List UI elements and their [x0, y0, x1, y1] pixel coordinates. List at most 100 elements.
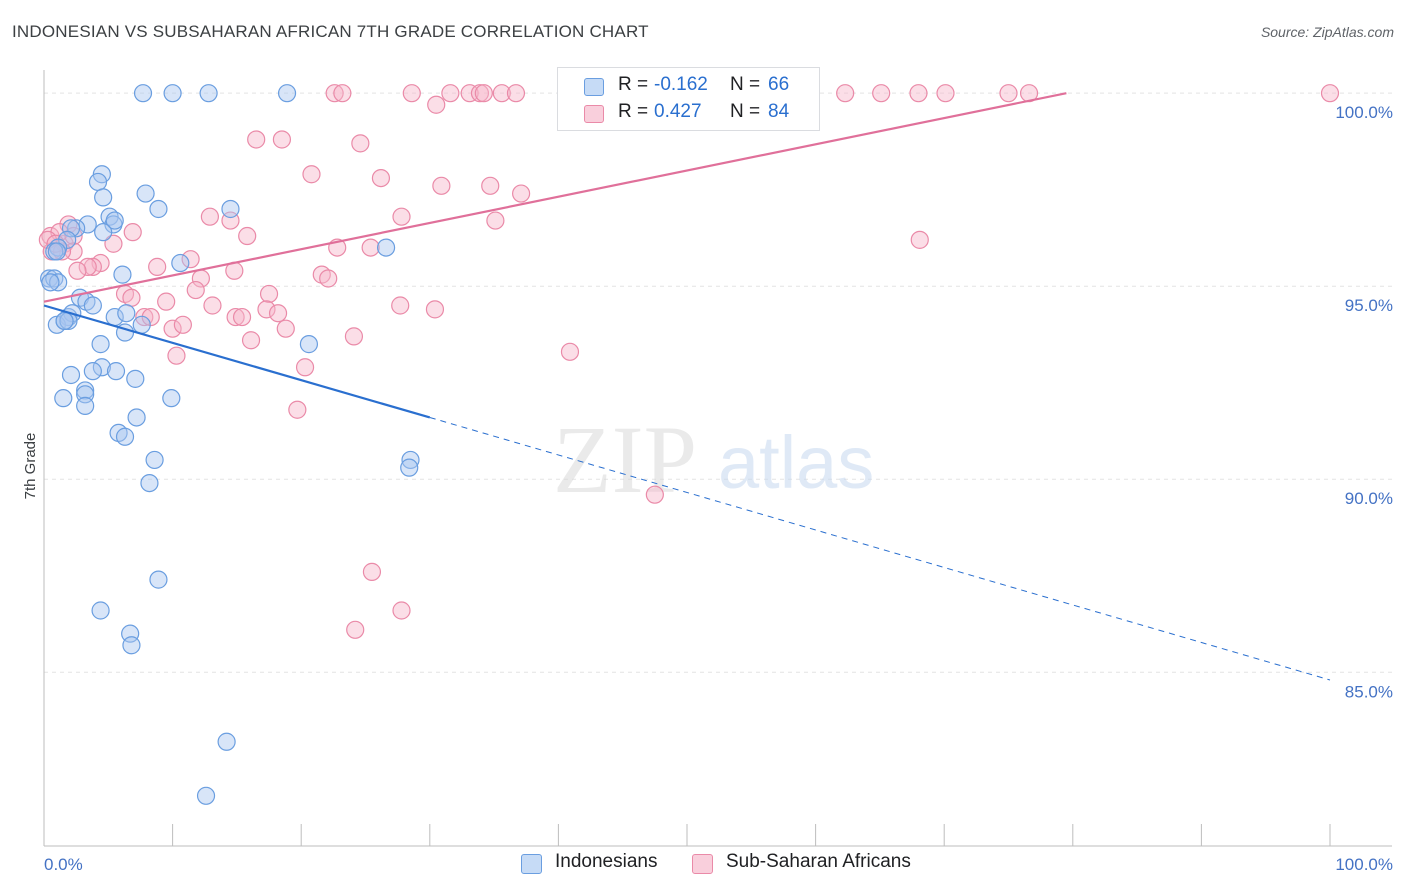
n-key: N = — [730, 101, 761, 122]
n-key: N = — [730, 74, 761, 95]
grid-lines — [44, 92, 1392, 673]
data-point — [61, 219, 81, 238]
data-point — [163, 319, 182, 338]
data-point — [277, 84, 297, 103]
data-point — [94, 223, 113, 242]
data-point — [149, 570, 168, 589]
data-point — [122, 636, 141, 655]
data-point — [333, 84, 352, 103]
data-point — [54, 389, 73, 408]
subsaharan-legend-label: Sub-Saharan Africans — [726, 851, 911, 872]
data-point — [148, 257, 167, 276]
data-point — [115, 427, 135, 446]
x-tick-label: 0.0% — [44, 855, 83, 874]
data-point — [167, 346, 186, 365]
data-point — [173, 315, 192, 334]
data-point — [49, 273, 68, 292]
data-point — [76, 381, 95, 400]
indonesians-legend-swatch — [521, 854, 542, 874]
data-point — [392, 207, 411, 226]
data-point — [47, 242, 66, 261]
data-point — [1320, 84, 1340, 103]
data-point — [199, 84, 218, 103]
data-point — [196, 786, 216, 805]
trend-line-indonesians — [43, 304, 431, 419]
data-point — [83, 296, 102, 315]
data-point — [481, 176, 500, 195]
data-point — [371, 168, 391, 188]
data-point — [123, 223, 142, 242]
data-point — [226, 307, 245, 327]
data-point — [401, 450, 420, 470]
data-point — [259, 284, 279, 304]
n-value: 66 — [768, 74, 790, 95]
r-key: R = — [618, 101, 649, 122]
x-tick-label: 100.0% — [1335, 855, 1393, 874]
data-point — [432, 176, 451, 195]
data-point — [346, 620, 365, 639]
y-tick-label: 100.0% — [1335, 103, 1393, 122]
correlation-legend: R = -0.162 N = 66 R = 0.427 N = 84 — [557, 67, 820, 131]
data-point — [909, 84, 928, 103]
data-point — [121, 624, 140, 643]
data-point — [104, 234, 123, 253]
data-point — [181, 250, 200, 269]
data-point — [91, 335, 110, 354]
data-point — [78, 257, 97, 276]
r-value: -0.162 — [654, 74, 708, 95]
data-point — [910, 230, 929, 249]
data-point — [295, 358, 315, 377]
data-point — [127, 408, 146, 427]
data-point — [68, 261, 87, 280]
watermark-atlas: atlas — [718, 421, 874, 504]
data-point — [140, 473, 159, 493]
data-point — [105, 211, 124, 230]
data-point — [163, 84, 182, 103]
data-point — [351, 134, 370, 153]
data-point — [149, 199, 168, 219]
r-key: R = — [618, 74, 649, 95]
data-point — [257, 300, 276, 319]
data-point — [506, 84, 526, 103]
indonesians-swatch — [584, 78, 604, 96]
data-point — [132, 315, 151, 334]
data-point — [645, 485, 664, 504]
subsaharan-legend-swatch — [692, 854, 713, 874]
data-point — [474, 84, 493, 103]
data-point — [392, 601, 411, 620]
data-point — [203, 296, 222, 315]
data-point — [126, 369, 145, 388]
data-point — [319, 269, 338, 288]
data-point — [171, 253, 190, 273]
y-tick-label: 85.0% — [1345, 682, 1393, 701]
indonesians-legend-label: Indonesians — [555, 851, 658, 872]
data-point — [268, 304, 288, 323]
data-point — [238, 226, 257, 246]
chart-title: INDONESIAN VS SUBSAHARAN AFRICAN 7TH GRA… — [12, 22, 649, 41]
data-point — [836, 84, 855, 103]
data-point — [76, 396, 95, 415]
data-point — [91, 601, 110, 620]
data-point — [391, 296, 410, 315]
data-point — [460, 84, 479, 103]
data-point — [122, 288, 141, 307]
data-point — [94, 188, 113, 207]
data-point — [157, 292, 176, 311]
data-point — [425, 300, 445, 319]
data-point — [872, 84, 891, 103]
data-point — [470, 84, 490, 103]
data-point — [145, 450, 164, 470]
data-point — [441, 84, 460, 103]
data-point — [217, 732, 236, 751]
data-point — [344, 327, 364, 346]
data-point — [288, 400, 307, 419]
subsaharan-swatch — [584, 105, 604, 123]
data-point — [55, 311, 74, 331]
data-point — [427, 95, 446, 114]
trend-extension-indonesians — [429, 416, 1331, 681]
data-point — [936, 84, 955, 103]
series-subsaharan-points — [38, 84, 1340, 639]
data-point — [61, 365, 81, 385]
data-point — [560, 342, 580, 361]
